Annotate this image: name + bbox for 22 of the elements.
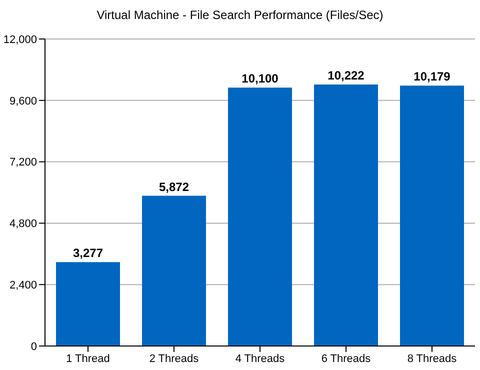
bar	[314, 84, 378, 346]
x-tick-label: 2 Threads	[149, 352, 200, 365]
y-tick-label: 7,200	[9, 156, 37, 169]
y-tick-label: 2,400	[9, 280, 37, 292]
y-tick-label: 4,800	[9, 218, 37, 230]
x-tick-label: 4 Threads	[235, 352, 286, 365]
data-label: 10,179	[414, 70, 451, 84]
bar	[400, 86, 464, 346]
y-tick-label: 0	[30, 340, 37, 353]
data-label: 5,872	[158, 180, 190, 194]
data-label: 10,222	[328, 68, 365, 82]
data-label: 10,100	[242, 72, 279, 86]
bar	[228, 88, 292, 346]
y-tick-label: 9,600	[9, 95, 37, 108]
bar	[56, 262, 120, 346]
y-tick-label: 12,000	[3, 34, 37, 46]
data-label: 3,277	[72, 246, 104, 260]
x-tick-label: 1 Thread	[66, 352, 110, 365]
chart-title: Virtual Machine - File Search Performance (Files/Sec)	[96, 8, 384, 22]
x-tick-label: 8 Threads	[407, 352, 458, 365]
bar	[142, 196, 206, 346]
x-tick-label: 6 Threads	[321, 352, 372, 365]
